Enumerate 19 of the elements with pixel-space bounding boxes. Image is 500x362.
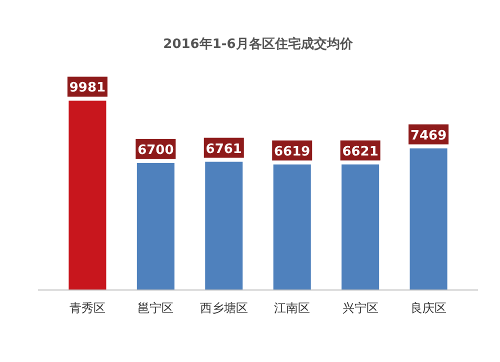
chart-title: 2016年1-6月各区住宅成交均价 xyxy=(163,36,354,52)
x-tick-label: 江南区 xyxy=(274,301,310,315)
data-label: 9981 xyxy=(69,80,106,96)
data-label: 7469 xyxy=(410,128,447,144)
data-label: 6761 xyxy=(206,142,242,157)
bar xyxy=(410,148,448,290)
x-tick-label: 西乡塘区 xyxy=(200,301,248,315)
bar xyxy=(205,162,243,290)
x-tick-label: 良庆区 xyxy=(410,301,447,315)
bar xyxy=(68,100,106,290)
x-tick-label: 邕宁区 xyxy=(138,301,174,315)
x-tick-label: 青秀区 xyxy=(69,301,106,315)
data-label: 6621 xyxy=(342,144,378,160)
x-tick-label: 兴宁区 xyxy=(342,301,378,315)
bar xyxy=(342,164,380,290)
bar xyxy=(273,164,311,290)
bar xyxy=(136,162,174,290)
data-label: 6700 xyxy=(138,142,174,158)
data-label: 6619 xyxy=(274,144,310,160)
